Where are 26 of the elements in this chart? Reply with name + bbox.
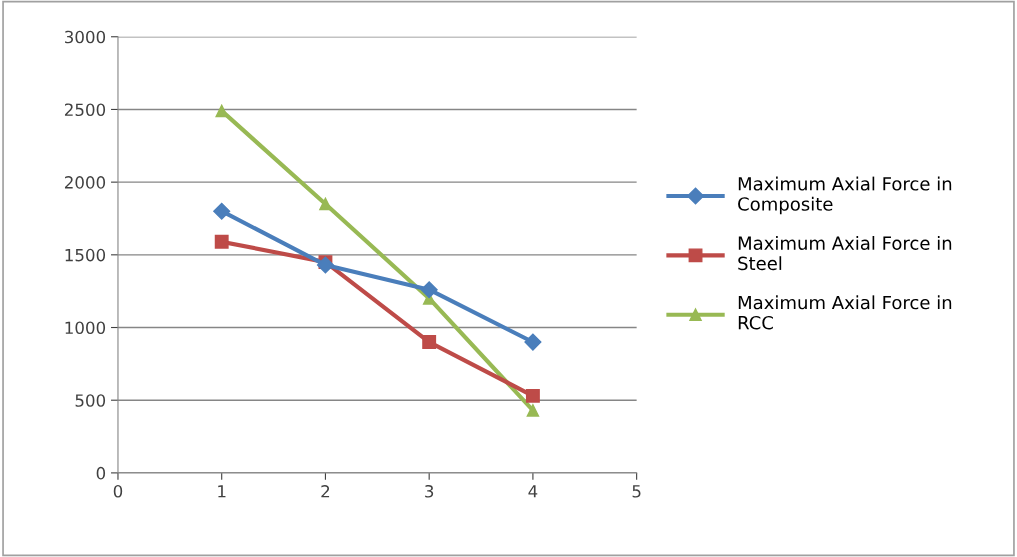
x-tick-label: 0 bbox=[113, 484, 123, 498]
x-tick-label: 1 bbox=[218, 485, 226, 498]
y-tick-label: 1000 bbox=[65, 321, 106, 335]
y-tick-label: 2500 bbox=[64, 103, 106, 117]
legend-label: Maximum Axial Force in RCC bbox=[738, 295, 952, 330]
point bbox=[316, 256, 334, 274]
y-tick-label: 2000 bbox=[64, 176, 106, 189]
point bbox=[526, 404, 540, 417]
x-tick-label: 2 bbox=[321, 484, 330, 498]
point bbox=[524, 333, 542, 351]
point bbox=[214, 234, 229, 249]
y-tick-label: 3000 bbox=[65, 30, 106, 44]
x-tick-label: 5 bbox=[632, 485, 641, 498]
legend-label: Maximum Axial Force in Steel bbox=[738, 235, 952, 271]
y-tick-label: 0 bbox=[96, 466, 106, 480]
point bbox=[215, 104, 228, 118]
y-tick-label: 500 bbox=[75, 394, 106, 407]
point bbox=[422, 335, 437, 349]
point bbox=[319, 197, 332, 211]
x-tick-label: 4 bbox=[528, 485, 538, 498]
x-tick-label: 3 bbox=[425, 484, 434, 498]
point bbox=[525, 388, 540, 403]
point bbox=[213, 202, 231, 220]
legend-label: Maximum Axial Force in Composite bbox=[738, 176, 952, 215]
point bbox=[420, 281, 438, 299]
y-tick-label: 1500 bbox=[65, 248, 106, 262]
